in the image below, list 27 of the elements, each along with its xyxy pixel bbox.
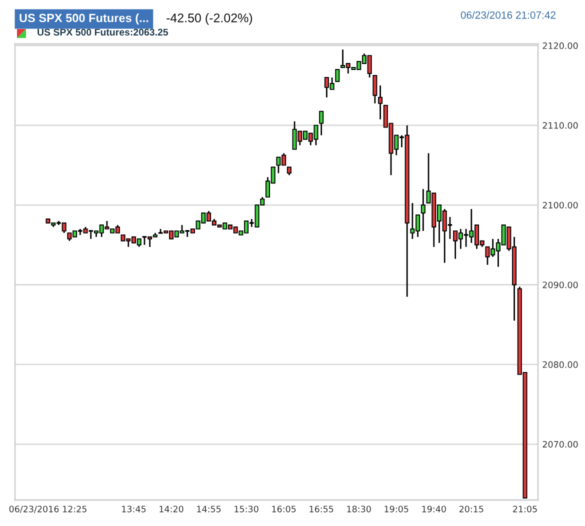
y-tick-label: 2110.00 — [542, 122, 578, 129]
x-tick-label: 18:30 — [347, 506, 371, 512]
text: US SPX 500 Futures:2063.25 — [38, 28, 168, 36]
x-tick-label: 15:30 — [234, 506, 258, 512]
y-tick-label: 2070.00 — [542, 441, 578, 448]
x-tick-label: 19:05 — [384, 506, 408, 512]
x-tick-label: 14:20 — [160, 506, 184, 512]
x-tick-label: 21:05 — [513, 506, 537, 512]
y-tick-label: 2100.00 — [542, 202, 578, 208]
x-tick-label: 20:15 — [459, 506, 484, 512]
x-tick-label: 06/23/2016 12:25 — [9, 506, 86, 514]
candlestick — [335, 69, 340, 82]
x-tick-label: 19:40 — [422, 506, 446, 512]
x-tick-label: 14:55 — [197, 506, 221, 512]
candlestick — [319, 110, 324, 136]
y-tick-label: 2120.00 — [542, 42, 578, 50]
chart-subtitle: -42.50 (-2.02%) — [166, 13, 252, 25]
candlestick — [420, 188, 426, 232]
x-tick-label: 13:45 — [122, 506, 146, 512]
text: 06/23/2016 21:07:42 — [460, 11, 556, 19]
x-tick-label: 16:55 — [310, 506, 334, 512]
x-tick-label: 16:05 — [272, 506, 296, 512]
y-tick-label: 2080.00 — [542, 361, 578, 368]
candlestick — [372, 74, 378, 104]
chart-title: US SPX 500 Futures (... — [20, 14, 148, 25]
candlestick — [378, 84, 383, 120]
y-tick-label: 2090.00 — [542, 282, 578, 288]
